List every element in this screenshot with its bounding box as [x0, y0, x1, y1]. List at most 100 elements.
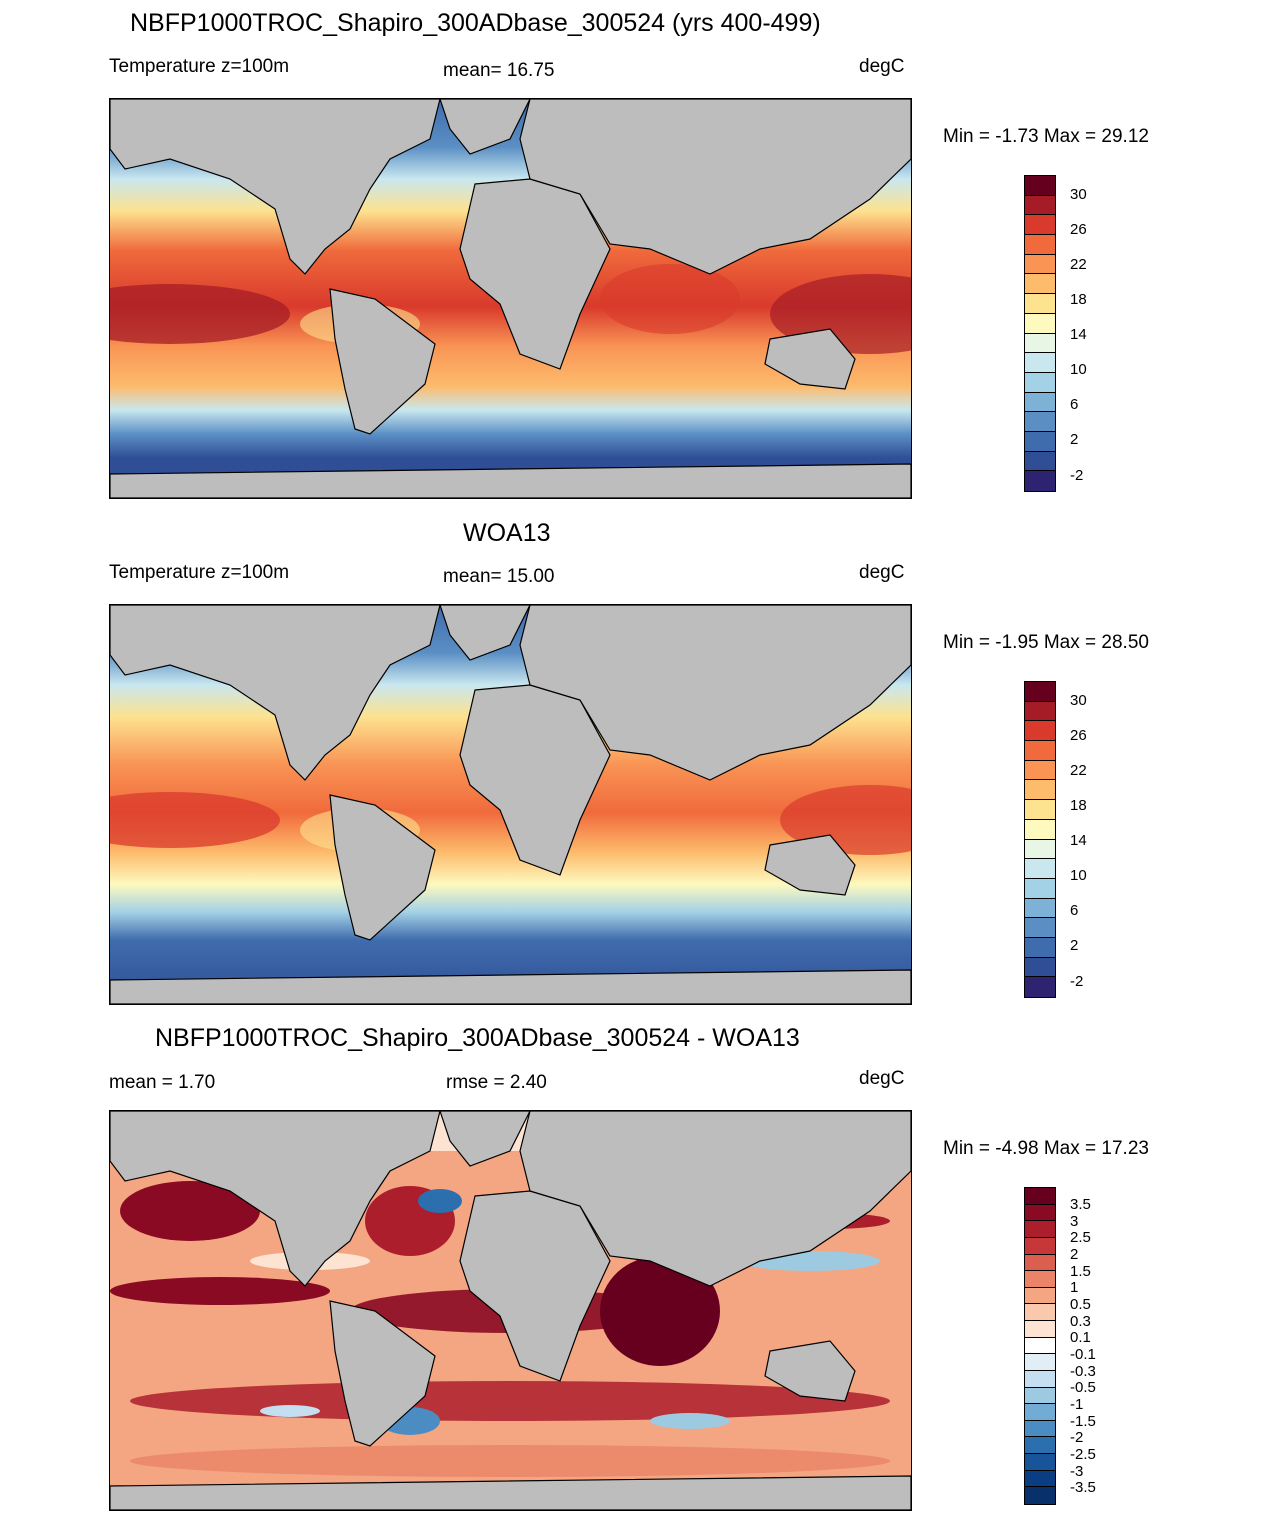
colorbar-segment	[1025, 215, 1055, 236]
colorbar-segment	[1025, 1254, 1055, 1272]
colorbar-segment	[1025, 1237, 1055, 1255]
panel3-colorbar-label: -3.5	[1070, 1479, 1096, 1496]
panel3-colorbar-label: -2	[1070, 1429, 1084, 1446]
colorbar-segment	[1025, 1337, 1055, 1355]
panel2-colorbar-label: 2	[1070, 937, 1079, 954]
panel1-variable-label: Temperature z=100m	[109, 56, 290, 77]
colorbar-segment	[1025, 1404, 1055, 1421]
panel3-colorbar-label: 2	[1070, 1246, 1079, 1263]
colorbar-segment	[1025, 294, 1055, 314]
panel1-minmax-label: Min = -1.73 Max = 29.12	[943, 126, 1149, 147]
colorbar-segment	[1025, 957, 1055, 978]
panel1-mean-label: mean= 16.75	[443, 60, 555, 81]
panel3-colorbar-label: 3.5	[1070, 1196, 1091, 1213]
colorbar-segment	[1025, 176, 1055, 196]
colorbar-segment	[1025, 451, 1055, 472]
colorbar-segment	[1025, 898, 1055, 919]
colorbar-segment	[1025, 471, 1055, 491]
panel3-units-label: degC	[859, 1068, 905, 1089]
panel1-colorbar-label: 22	[1070, 256, 1087, 273]
panel3-colorbar-label: -1	[1070, 1396, 1084, 1413]
panel3-colorbar-label: -3	[1070, 1463, 1084, 1480]
colorbar-segment	[1025, 819, 1055, 840]
colorbar-segment	[1025, 1304, 1055, 1321]
panel1-colorbar-label: 26	[1070, 221, 1087, 238]
panel3-title: NBFP1000TROC_Shapiro_300ADbase_300524 - …	[155, 1024, 800, 1052]
panel3-colorbar-label: -0.1	[1070, 1346, 1096, 1363]
panel2-colorbar	[1024, 681, 1056, 998]
panel2-temperature-map	[109, 604, 912, 1005]
colorbar-segment	[1025, 1454, 1055, 1471]
colorbar-segment	[1025, 235, 1055, 255]
colorbar-segment	[1025, 859, 1055, 879]
colorbar-segment	[1025, 372, 1055, 393]
colorbar-segment	[1025, 412, 1055, 432]
colorbar-segment	[1025, 1437, 1055, 1454]
panel1-colorbar-label: -2	[1070, 467, 1084, 484]
colorbar-segment	[1025, 1204, 1055, 1222]
colorbar-segment	[1025, 1354, 1055, 1371]
panel1-colorbar-label: 18	[1070, 291, 1087, 308]
colorbar-segment	[1025, 1287, 1055, 1305]
panel1-units-label: degC	[859, 56, 905, 77]
panel3-colorbar-label: 3	[1070, 1213, 1079, 1230]
panel2-units-label: degC	[859, 562, 905, 583]
colorbar-segment	[1025, 313, 1055, 334]
colorbar-segment	[1025, 274, 1055, 295]
colorbar-segment	[1025, 977, 1055, 997]
panel1-colorbar-label: 30	[1070, 186, 1087, 203]
colorbar-segment	[1025, 1487, 1055, 1504]
panel2-variable-label: Temperature z=100m	[109, 562, 290, 583]
colorbar-segment	[1025, 780, 1055, 801]
colorbar-segment	[1025, 878, 1055, 899]
colorbar-segment	[1025, 1387, 1055, 1405]
colorbar-segment	[1025, 1420, 1055, 1438]
panel1-colorbar-label: 10	[1070, 361, 1087, 378]
panel3-colorbar-label: -2.5	[1070, 1446, 1096, 1463]
panel3-colorbar-label: 2.5	[1070, 1229, 1091, 1246]
panel2-title: WOA13	[463, 519, 551, 547]
panel2-colorbar-label: -2	[1070, 973, 1084, 990]
panel2-colorbar-label: 14	[1070, 832, 1087, 849]
panel3-colorbar-segments	[1025, 1188, 1055, 1504]
panel3-colorbar-label: 0.5	[1070, 1296, 1091, 1313]
panel2-mean-label: mean= 15.00	[443, 566, 555, 587]
panel1-temperature-map	[109, 98, 912, 499]
panel2-colorbar-segments	[1025, 682, 1055, 997]
colorbar-segment	[1025, 1271, 1055, 1288]
panel1-title: NBFP1000TROC_Shapiro_300ADbase_300524 (y…	[130, 9, 821, 37]
panel3-colorbar-label: 0.1	[1070, 1329, 1091, 1346]
panel3-colorbar	[1024, 1187, 1056, 1505]
panel1-colorbar-label: 2	[1070, 431, 1079, 448]
colorbar-segment	[1025, 392, 1055, 413]
panel3-mean-label: mean = 1.70	[109, 1072, 216, 1093]
panel3-colorbar-label: 0.3	[1070, 1313, 1091, 1330]
colorbar-segment	[1025, 431, 1055, 452]
colorbar-segment	[1025, 741, 1055, 761]
colorbar-segment	[1025, 918, 1055, 938]
colorbar-segment	[1025, 1470, 1055, 1488]
panel2-colorbar-label: 6	[1070, 902, 1079, 919]
colorbar-segment	[1025, 682, 1055, 702]
colorbar-segment	[1025, 195, 1055, 216]
colorbar-segment	[1025, 1370, 1055, 1388]
panel3-rmse-label: rmse = 2.40	[446, 1072, 547, 1093]
colorbar-segment	[1025, 800, 1055, 820]
panel3-colorbar-label: -0.5	[1070, 1379, 1096, 1396]
colorbar-segment	[1025, 1188, 1055, 1205]
colorbar-segment	[1025, 254, 1055, 275]
panel3-colorbar-label: 1.5	[1070, 1263, 1091, 1280]
panel2-colorbar-label: 10	[1070, 867, 1087, 884]
panel3-difference-map	[109, 1110, 912, 1511]
colorbar-segment	[1025, 839, 1055, 860]
panel2-colorbar-label: 22	[1070, 762, 1087, 779]
colorbar-segment	[1025, 760, 1055, 781]
panel3-colorbar-label: 1	[1070, 1279, 1079, 1296]
panel1-colorbar-label: 6	[1070, 396, 1079, 413]
colorbar-segment	[1025, 353, 1055, 373]
panel1-colorbar	[1024, 175, 1056, 492]
panel2-colorbar-label: 26	[1070, 727, 1087, 744]
colorbar-segment	[1025, 1321, 1055, 1338]
panel2-minmax-label: Min = -1.95 Max = 28.50	[943, 632, 1149, 653]
panel3-colorbar-label: -1.5	[1070, 1413, 1096, 1430]
